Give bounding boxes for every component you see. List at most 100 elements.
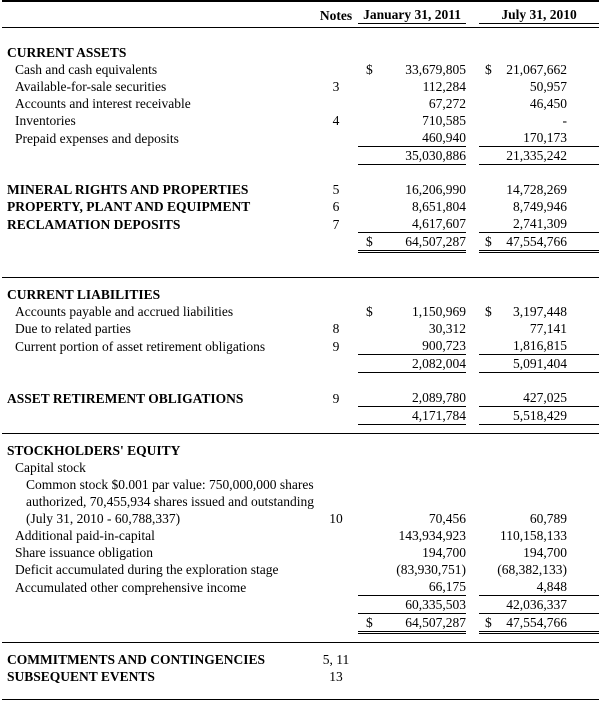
currency-symbol-2011 (358, 459, 376, 476)
section-divider-row (2, 425, 599, 443)
right-pad (567, 215, 599, 233)
currency-symbol-2011: $ (358, 233, 376, 252)
right-pad (567, 476, 599, 493)
section-divider-cell (2, 425, 599, 443)
amount-2011: 33,679,805 (376, 61, 466, 78)
note-ref (314, 355, 358, 373)
amount-2010: 170,173 (497, 129, 567, 147)
spacer-cell (2, 165, 599, 182)
row-label: Current portion of asset retirement obli… (2, 337, 314, 355)
currency-symbol-2010: $ (479, 233, 497, 252)
note-ref (314, 476, 358, 493)
column-gap (466, 95, 479, 112)
currency-symbol-2011 (358, 389, 376, 407)
right-pad (567, 303, 599, 320)
column-gap (466, 233, 479, 252)
currency-symbol-2011 (358, 527, 376, 544)
currency-symbol-2011 (358, 78, 376, 95)
total-row: $64,507,287$47,554,766 (2, 233, 599, 252)
currency-symbol-2010 (479, 442, 497, 459)
amount-2011: 4,171,784 (376, 407, 466, 425)
right-pad (567, 596, 599, 614)
note-ref (314, 596, 358, 614)
note-ref (314, 493, 358, 510)
row-label: ASSET RETIREMENT OBLIGATIONS (2, 389, 314, 407)
column-gap (466, 286, 479, 303)
amount-2010: 47,554,766 (497, 233, 567, 252)
amount-2011: 143,934,923 (376, 527, 466, 544)
row-label: Accounts and interest receivable (2, 95, 314, 112)
section-divider-cell (2, 269, 599, 286)
amount-2011: 900,723 (376, 337, 466, 355)
amount-2011: 70,456 (376, 510, 466, 527)
note-ref (314, 561, 358, 578)
currency-symbol-2011 (358, 561, 376, 578)
line-item-row: Accounts payable and accrued liabilities… (2, 303, 599, 320)
right-pad (567, 286, 599, 303)
row-label: Additional paid-in-capital (2, 527, 314, 544)
column-gap (466, 61, 479, 78)
amount-2010: 4,848 (497, 578, 567, 596)
note-ref: 7 (314, 215, 358, 233)
amount-2010: (68,382,133) (497, 561, 567, 578)
currency-symbol-2010 (479, 389, 497, 407)
right-pad (567, 44, 599, 61)
amount-2011: 60,335,503 (376, 596, 466, 614)
row-label: Common stock $0.001 par value: 750,000,0… (2, 476, 314, 493)
right-pad (567, 320, 599, 337)
row-label: CURRENT LIABILITIES (2, 286, 314, 303)
amount-2011: 2,089,780 (376, 389, 466, 407)
currency-symbol-2011 (358, 320, 376, 337)
right-pad (567, 129, 599, 147)
section-divider-cell (2, 633, 599, 652)
currency-symbol-2011 (358, 129, 376, 147)
amount-2010: 50,957 (497, 78, 567, 95)
row-label: Available-for-sale securities (2, 78, 314, 95)
amount-2010 (497, 286, 567, 303)
amount-2010: 427,025 (497, 389, 567, 407)
row-label: PROPERTY, PLANT AND EQUIPMENT (2, 198, 314, 215)
currency-symbol-2011 (358, 668, 376, 685)
row-label (2, 596, 314, 614)
currency-symbol-2010 (479, 337, 497, 355)
amount-2011: 66,175 (376, 578, 466, 596)
spacer-row (2, 165, 599, 182)
currency-symbol-2011: $ (358, 303, 376, 320)
amount-2010: 14,728,269 (497, 181, 567, 198)
amount-2011: 112,284 (376, 78, 466, 95)
column-gap (466, 389, 479, 407)
right-pad (567, 355, 599, 373)
col-header-description (2, 1, 314, 28)
row-label (2, 147, 314, 165)
column-gap (466, 578, 479, 596)
note-ref (314, 129, 358, 147)
amount-2011: 194,700 (376, 544, 466, 561)
col-header-gap (466, 1, 479, 28)
note-ref (314, 61, 358, 78)
right-pad (567, 527, 599, 544)
amount-2010: - (497, 112, 567, 129)
column-gap (466, 147, 479, 165)
row-label: Prepaid expenses and deposits (2, 129, 314, 147)
horizontal-rule (2, 642, 599, 643)
currency-symbol-2011 (358, 407, 376, 425)
column-gap (466, 561, 479, 578)
spacer-cell (2, 252, 599, 270)
amount-2010: 194,700 (497, 544, 567, 561)
currency-symbol-2011 (358, 147, 376, 165)
date-header-text-2011: January 31, 2011 (358, 7, 466, 24)
currency-symbol-2010 (479, 95, 497, 112)
line-item-row: Common stock $0.001 par value: 750,000,0… (2, 476, 599, 493)
note-ref (314, 459, 358, 476)
amount-2010 (497, 476, 567, 493)
currency-symbol-2010 (479, 596, 497, 614)
